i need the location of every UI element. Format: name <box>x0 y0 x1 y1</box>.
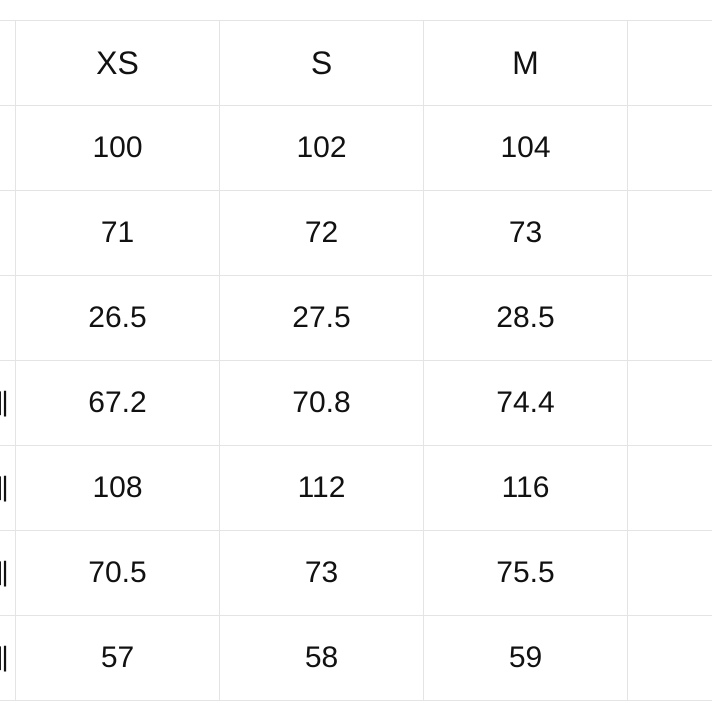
row-label: 레 <box>0 361 16 446</box>
table-row: 레 67.2 70.8 74.4 <box>0 361 712 446</box>
table-row: 둘레 70.5 73 75.5 <box>0 531 712 616</box>
cell: 58 <box>220 616 424 701</box>
header-s: S <box>220 21 424 106</box>
cell: 73 <box>220 531 424 616</box>
cell <box>628 361 712 446</box>
header-xs: XS <box>16 21 220 106</box>
table-row: 100 102 104 <box>0 106 712 191</box>
table-row: 레 57 58 59 <box>0 616 712 701</box>
cell: 100 <box>16 106 220 191</box>
cell: 28.5 <box>424 276 628 361</box>
cell: 73 <box>424 191 628 276</box>
cell: 112 <box>220 446 424 531</box>
cell: 26.5 <box>16 276 220 361</box>
cell: 70.5 <box>16 531 220 616</box>
row-label <box>0 276 16 361</box>
cell: 70.8 <box>220 361 424 446</box>
cell <box>628 531 712 616</box>
size-table: XS S M 100 102 104 71 72 73 <box>0 20 712 701</box>
row-label: 레 <box>0 616 16 701</box>
row-label <box>0 191 16 276</box>
table-header-row: XS S M <box>0 21 712 106</box>
cell: 104 <box>424 106 628 191</box>
cell: 116 <box>424 446 628 531</box>
cell: 102 <box>220 106 424 191</box>
size-table-container: XS S M 100 102 104 71 72 73 <box>0 20 712 701</box>
row-label <box>0 106 16 191</box>
row-label: 둘레 <box>0 446 16 531</box>
cell: 74.4 <box>424 361 628 446</box>
table-row: 둘레 108 112 116 <box>0 446 712 531</box>
cell <box>628 191 712 276</box>
cell: 75.5 <box>424 531 628 616</box>
cell: 59 <box>424 616 628 701</box>
cell <box>628 276 712 361</box>
header-tail <box>628 21 712 106</box>
header-m: M <box>424 21 628 106</box>
cell <box>628 106 712 191</box>
cell: 71 <box>16 191 220 276</box>
cell <box>628 446 712 531</box>
cell: 72 <box>220 191 424 276</box>
header-label <box>0 21 16 106</box>
row-label: 둘레 <box>0 531 16 616</box>
cell: 108 <box>16 446 220 531</box>
cell: 27.5 <box>220 276 424 361</box>
cell: 67.2 <box>16 361 220 446</box>
table-row: 26.5 27.5 28.5 <box>0 276 712 361</box>
cell <box>628 616 712 701</box>
table-row: 71 72 73 <box>0 191 712 276</box>
cell: 57 <box>16 616 220 701</box>
